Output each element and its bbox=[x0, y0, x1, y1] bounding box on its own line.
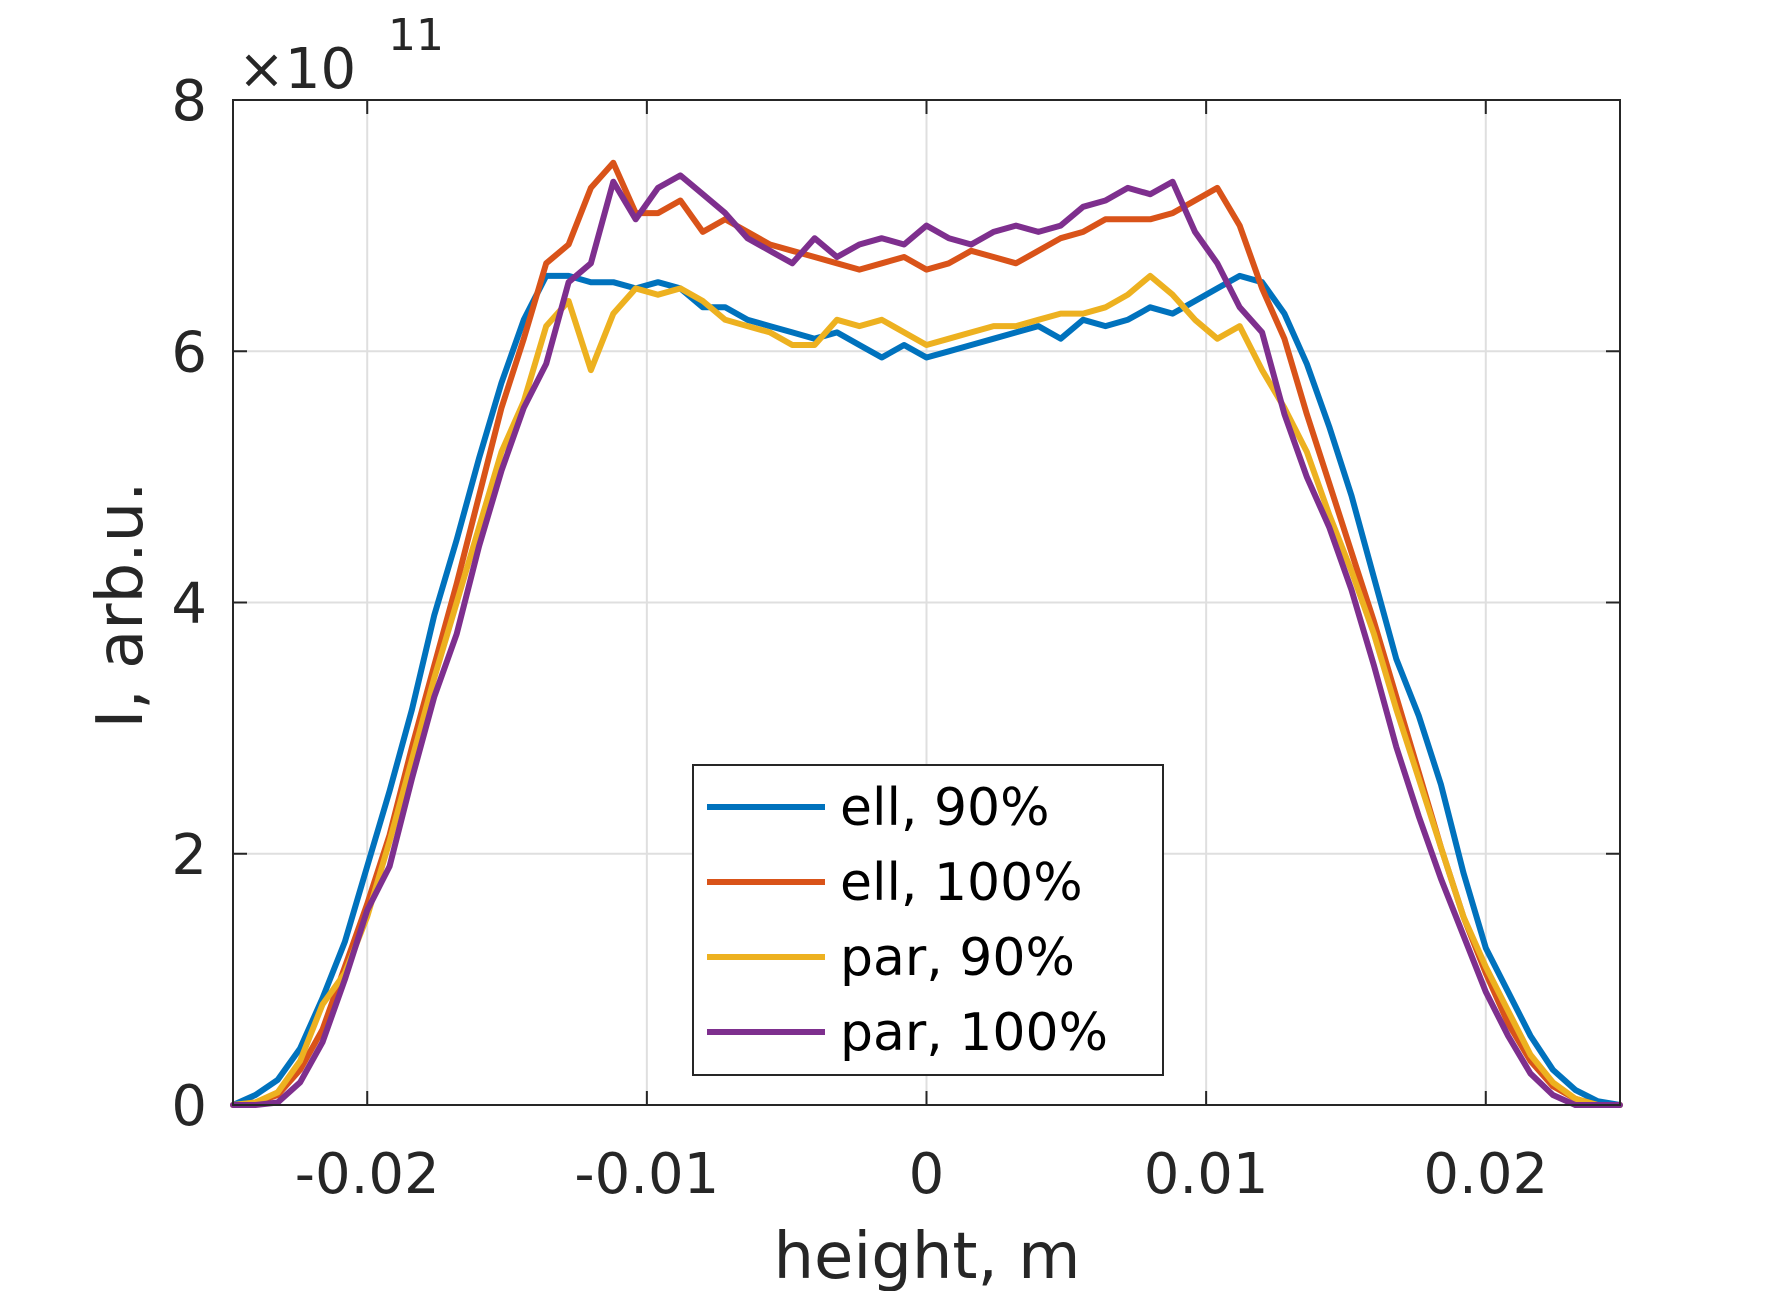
legend-box bbox=[692, 764, 1164, 1076]
y-tick-label: 0 bbox=[171, 1074, 207, 1139]
series-layer bbox=[230, 159, 1623, 1108]
x-tick-label: -0.01 bbox=[574, 1142, 719, 1207]
x-tick-label: -0.02 bbox=[295, 1142, 440, 1207]
y-tick-label: 2 bbox=[171, 823, 207, 888]
x-tick-label: 0 bbox=[909, 1142, 945, 1207]
legend: ell, 90% ell, 100% par, 90% par, 100% bbox=[692, 764, 1164, 1076]
x-tick-label: 0.01 bbox=[1144, 1142, 1269, 1207]
y-multiplier-exponent: 11 bbox=[388, 10, 444, 61]
y-tick-label: 6 bbox=[171, 320, 207, 385]
legend-label: par, 100% bbox=[840, 1003, 1108, 1063]
series-line-ell-100 bbox=[230, 159, 1623, 1108]
y-tick-label: 8 bbox=[171, 69, 207, 134]
x-axis-label: height, m bbox=[773, 1220, 1080, 1291]
series-line-par-90 bbox=[230, 272, 1623, 1108]
tick-marks bbox=[233, 99, 1620, 1106]
y-tick-label: 4 bbox=[171, 572, 207, 637]
legend-label: ell, 90% bbox=[840, 778, 1050, 838]
legend-label: ell, 100% bbox=[840, 853, 1083, 913]
x-tick-label: 0.02 bbox=[1423, 1142, 1548, 1207]
series-line-par-100 bbox=[230, 172, 1623, 1108]
legend-label: par, 90% bbox=[840, 928, 1075, 988]
tick-labels: -0.02 -0.01 0 0.01 0.02 0 2 4 6 8 bbox=[171, 69, 1548, 1207]
y-multiplier-prefix: ×10 bbox=[238, 37, 356, 102]
y-axis-label: I, arb.u. bbox=[84, 482, 158, 729]
series-line-ell-90 bbox=[230, 272, 1623, 1108]
